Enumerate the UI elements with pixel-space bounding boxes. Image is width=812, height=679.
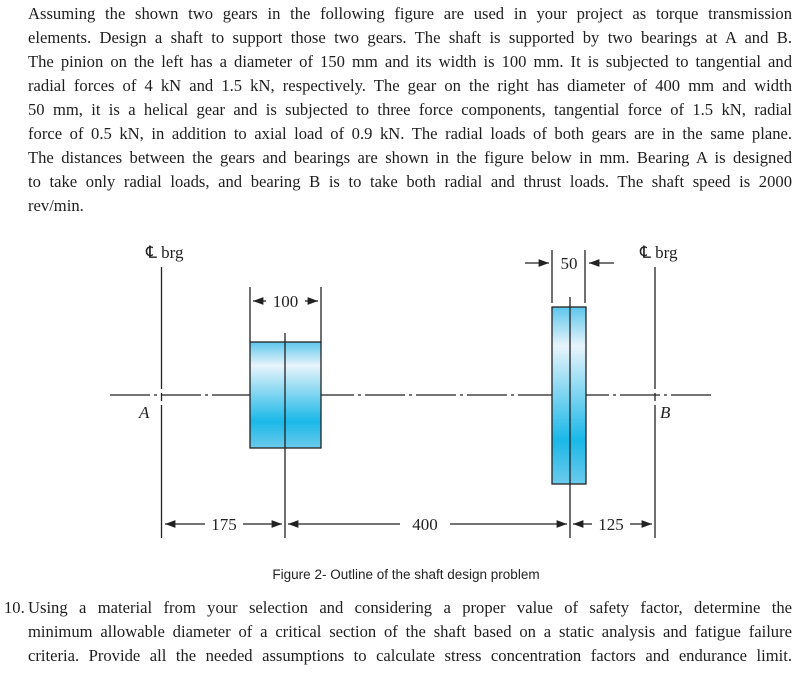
point-a-label: A — [138, 403, 150, 422]
problem-line: The pinion on the left has a diameter of… — [28, 52, 792, 71]
problem-line: Assuming the shown two gears in the foll… — [28, 4, 792, 23]
problem-line: force of 0.5 kN, in addition to axial lo… — [28, 124, 792, 143]
figure-caption: Figure 2- Outline of the shaft design pr… — [272, 567, 540, 582]
problem-line: elements. Design a shaft to support thos… — [28, 28, 792, 47]
helical-gear — [551, 306, 587, 485]
right-bearing-label: ℄ brg — [639, 243, 678, 262]
problem-line: to take only radial loads, and bearing B… — [28, 172, 792, 191]
dimension-175-label: 175 — [211, 515, 237, 534]
question-line: minimum allowable diameter of a critical… — [28, 622, 792, 641]
dimension-125-label: 125 — [598, 515, 624, 534]
problem-line: The distances between the gears and bear… — [28, 148, 792, 167]
problem-statement: Assuming the shown two gears in the foll… — [28, 2, 792, 218]
left-bearing-label: ℄ brg — [145, 243, 184, 262]
gear-width-label: 50 — [561, 254, 578, 273]
question-line: Using a material from your selection and… — [28, 598, 792, 617]
question-line: criteria. Provide all the needed assumpt… — [28, 646, 792, 665]
pinion-width-label: 100 — [273, 292, 299, 311]
problem-line: rev/min. — [28, 196, 84, 215]
dimension-400-label: 400 — [412, 515, 438, 534]
problem-line: 50 mm, it is a helical gear and is subje… — [28, 100, 792, 119]
point-b-label: B — [660, 403, 671, 422]
problem-line: radial forces of 4 kN and 1.5 kN, respec… — [28, 76, 792, 95]
question-number: 10. — [4, 598, 25, 617]
